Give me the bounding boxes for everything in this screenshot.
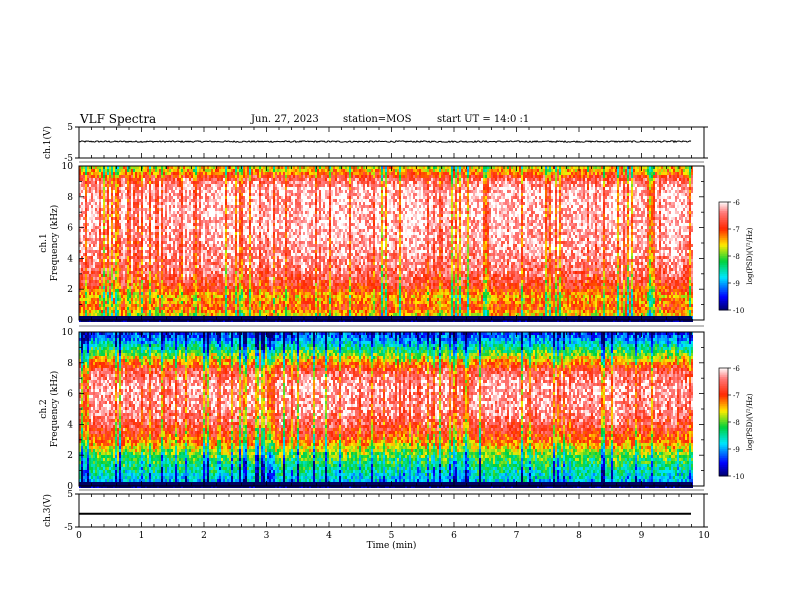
ch1-spectrogram-y-tick-label: 6 [67, 224, 73, 234]
ch2-spectrogram-colorbar-tick-label: -10 [733, 473, 744, 481]
ch1-waveform-y-tick-label: -5 [64, 154, 73, 164]
station-label: station=MOS [343, 114, 411, 125]
ch3-waveform-y-tick-label: 5 [67, 490, 73, 500]
ch2-spectrogram-ylabel-frequency: Frequency (kHz) [49, 371, 60, 448]
ch2-spectrogram-y-tick-label: 8 [67, 359, 73, 369]
ch2-spectrogram-y-tick-label: 6 [67, 390, 73, 400]
ch2-spectrogram-cells [79, 332, 693, 488]
ch3-waveform-xlabel: Time (min) [367, 540, 417, 551]
ch2-spectrogram-colorbar-label: log(PSD)(V²/Hz) [746, 393, 754, 450]
ch2-spectrogram-y-tick-label: 2 [67, 451, 73, 461]
ch3-waveform-frame [78, 493, 705, 528]
ch1-spectrogram-colorbar-tick-label: -9 [733, 280, 740, 288]
ch2-spectrogram-ylabel: ch.2 [39, 399, 49, 418]
chart-title: VLF Spectra [80, 112, 156, 126]
ch2-spectrogram-y-tick-label: 4 [67, 420, 73, 430]
ch3-waveform-x-tick-label: 3 [264, 531, 270, 541]
start-time-label: start UT = 14:0 :1 [437, 114, 529, 125]
ch1-spectrogram-cells [79, 166, 693, 322]
ch2-spectrogram-colorbar-tick-label: -8 [733, 419, 740, 427]
ch3-waveform-x-tick-label: 1 [139, 531, 145, 541]
ch3-waveform-x-tick-label: 10 [698, 531, 710, 541]
ch2-spectrogram-y-tick-label: 0 [67, 482, 73, 492]
ch3-waveform-y-tick-label: -5 [64, 523, 73, 533]
ch3-waveform-x-tick-label: 9 [639, 531, 645, 541]
ch1-spectrogram-y-tick-label: 10 [62, 162, 74, 172]
ch2-spectrogram-colorbar-tick-label: -9 [733, 446, 740, 454]
ch2-spectrogram-colorbar-gradient [719, 368, 728, 477]
ch1-spectrogram-colorbar-label: log(PSD)(V²/Hz) [746, 227, 754, 284]
date-label: Jun. 27, 2023 [251, 114, 319, 125]
ch1-spectrogram-y-tick-label: 0 [67, 316, 73, 326]
ch1-spectrogram-colorbar-tick-label: -6 [733, 199, 740, 207]
ch1-spectrogram-ylabel-frequency: Frequency (kHz) [49, 205, 60, 282]
ch1-spectrogram-colorbar-gradient [719, 202, 728, 311]
ch3-waveform-x-tick-label: 7 [514, 531, 520, 541]
ch1-spectrogram-colorbar-tick-label: -7 [733, 226, 740, 234]
ch2-spectrogram-y-tick-label: 10 [62, 328, 74, 338]
ch1-spectrogram-y-tick-label: 2 [67, 285, 73, 295]
ch3-waveform-x-tick-label: 5 [389, 531, 395, 541]
ch2-spectrogram-colorbar-tick-label: -7 [733, 392, 740, 400]
ch3-waveform-x-tick-label: 6 [451, 531, 457, 541]
ch3-waveform-x-tick-label: 8 [576, 531, 582, 541]
ch1-waveform-trace [78, 140, 692, 144]
ch3-waveform-ylabel: ch.3(V) [42, 494, 53, 527]
ch1-spectrogram-colorbar-tick-label: -8 [733, 253, 740, 261]
ch1-spectrogram-baseline-strip [79, 316, 692, 320]
ch3-waveform-x-tick-label: 0 [76, 531, 82, 541]
ch1-spectrogram-y-tick-label: 4 [67, 254, 73, 264]
ch1-waveform-y-tick-label: 5 [67, 123, 73, 133]
ch1-spectrogram-y-tick-label: 8 [67, 193, 73, 203]
ch2-spectrogram-colorbar-tick-label: -6 [733, 365, 740, 373]
ch1-spectrogram-colorbar-tick-label: -10 [733, 307, 744, 315]
ch1-spectrogram-ylabel: ch.1 [39, 233, 49, 252]
ch3-waveform-x-tick-label: 2 [201, 531, 207, 541]
ch1-waveform-ylabel: ch.1(V) [42, 126, 53, 159]
ch3-waveform-x-tick-label: 4 [326, 531, 332, 541]
ch2-spectrogram-baseline-strip [79, 482, 692, 486]
